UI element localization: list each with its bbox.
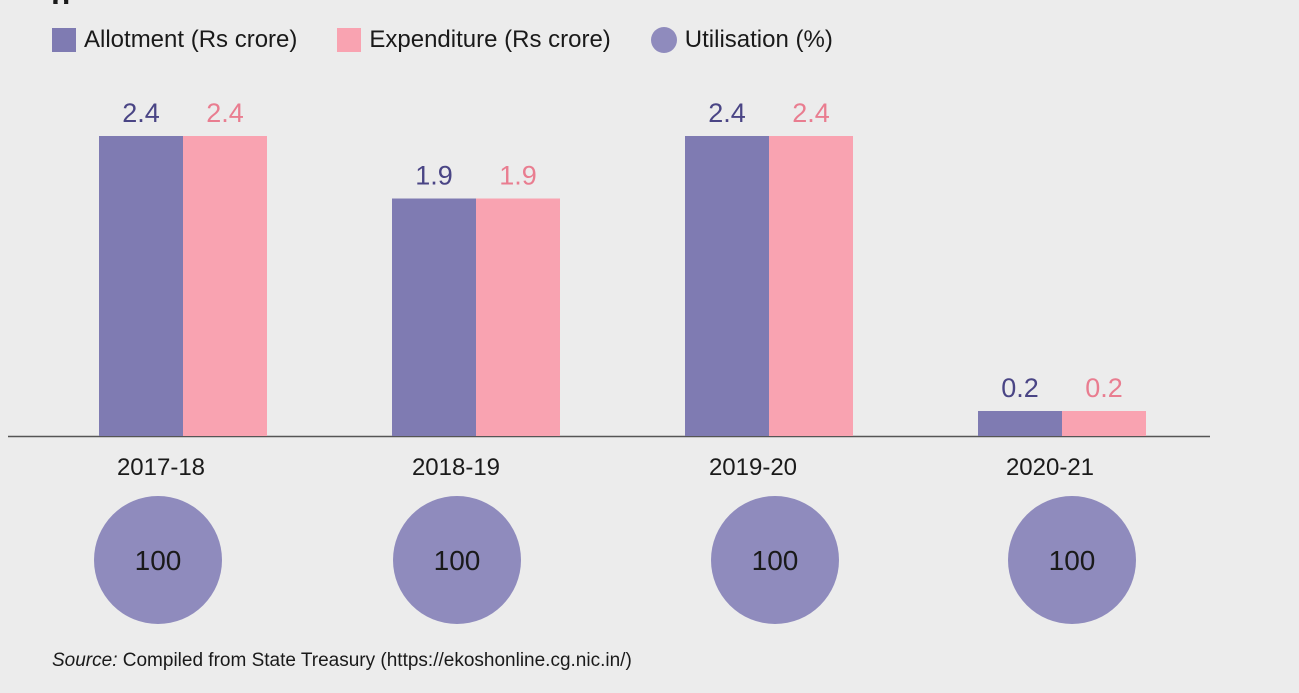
data-label-allotment-2020-21: 0.2: [1001, 373, 1039, 403]
utilisation-pie-2017-18: [94, 496, 222, 624]
utilisation-pie-2018-19: [393, 496, 521, 624]
x-tick-label-2017-18: 2017-18: [117, 454, 205, 481]
legend-label-utilisation: Utilisation (%): [684, 26, 833, 53]
utilisation-pie-2019-20: [711, 496, 839, 624]
legend-label-expenditure: Expenditure (Rs crore): [369, 26, 611, 53]
utilisation-label-2019-20: 100: [752, 545, 799, 576]
x-tick-label-2018-19: 2018-19: [412, 454, 500, 481]
bar-allotment-2018-19: [392, 198, 476, 436]
data-label-expenditure-2019-20: 2.4: [792, 98, 830, 128]
bar-expenditure-2018-19: [476, 198, 560, 436]
utilisation-label-2017-18: 100: [135, 545, 182, 576]
data-label-allotment-2019-20: 2.4: [708, 98, 746, 128]
bar-expenditure-2017-18: [183, 136, 267, 436]
source-text: Compiled from State Treasury (https://ek…: [117, 650, 632, 671]
bar-allotment-2019-20: [685, 136, 769, 436]
data-label-expenditure-2020-21: 0.2: [1085, 373, 1123, 403]
legend-item-utilisation: Utilisation (%): [650, 26, 833, 54]
data-label-allotment-2017-18: 2.4: [122, 98, 160, 128]
legend-item-allotment: Allotment (Rs crore): [52, 26, 297, 54]
x-tick-label-2019-20: 2019-20: [709, 454, 797, 481]
data-label-allotment-2018-19: 1.9: [415, 161, 453, 191]
source-prefix: Source:: [52, 650, 118, 671]
legend-label-allotment: Allotment (Rs crore): [84, 26, 298, 53]
chart-title-fragment: g: [52, 0, 92, 4]
expenditure-swatch: [337, 28, 362, 52]
utilisation-swatch: [650, 27, 677, 53]
x-tick-label-2020-21: 2020-21: [1006, 454, 1094, 481]
legend: Allotment (Rs crore) Expenditure (Rs cro…: [52, 22, 873, 58]
data-label-expenditure-2018-19: 1.9: [499, 161, 537, 191]
utilisation-pie-2020-21: [1008, 496, 1136, 624]
bar-allotment-2017-18: [99, 136, 183, 436]
legend-item-expenditure: Expenditure (Rs crore): [337, 26, 611, 54]
source-note: Source: Compiled from State Treasury (ht…: [52, 650, 632, 672]
bar-allotment-2020-21: [978, 411, 1062, 436]
data-label-expenditure-2017-18: 2.4: [206, 98, 244, 128]
utilisation-label-2018-19: 100: [434, 545, 481, 576]
utilisation-label-2020-21: 100: [1049, 545, 1096, 576]
bar-expenditure-2020-21: [1062, 411, 1146, 436]
allotment-swatch: [52, 28, 76, 52]
bar-expenditure-2019-20: [769, 136, 853, 436]
